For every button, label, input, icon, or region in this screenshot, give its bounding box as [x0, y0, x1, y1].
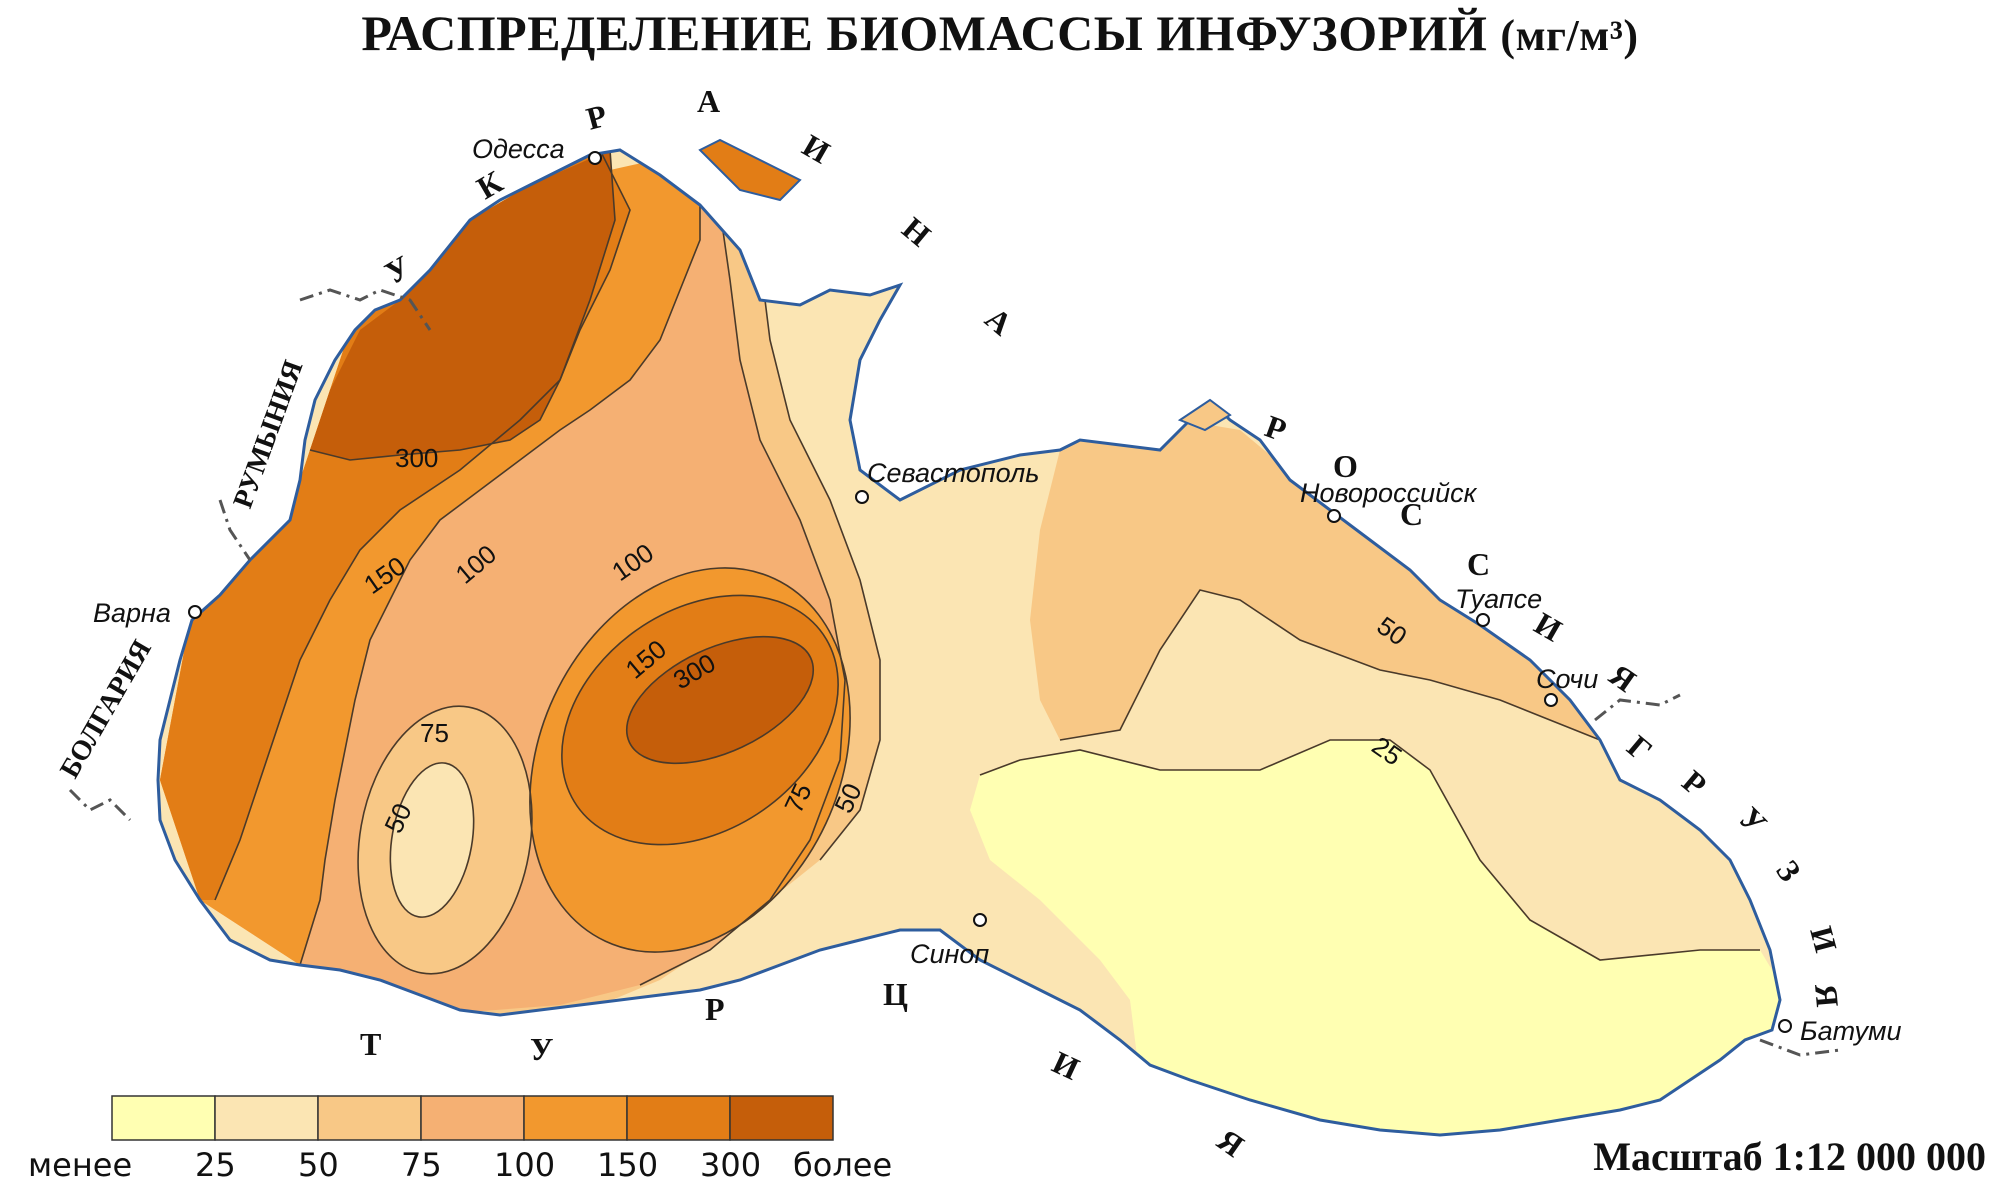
- legend-label: 150: [597, 1146, 659, 1184]
- zone-25-50-sw: [390, 762, 474, 918]
- kerch-area: [1177, 398, 1232, 432]
- city-batumi: Батуми: [1800, 1016, 1902, 1046]
- city-novorossiysk: Новороссийск: [1300, 478, 1478, 508]
- city-varna: Варна: [93, 598, 171, 628]
- marker-odessa: [588, 151, 602, 165]
- marker-novorossiysk: [1327, 509, 1341, 523]
- country-ukraine-letter-3: Р: [582, 97, 610, 137]
- legend-swatch: [626, 1095, 731, 1141]
- country-turkey-letter-5: И: [1047, 1044, 1085, 1087]
- contour-label-nw300: 300: [395, 443, 438, 473]
- country-georgia-letter-2: Р: [1676, 763, 1714, 803]
- country-bulgaria: БОЛГАРИЯ: [54, 635, 158, 784]
- city-sochi: Сочи: [1536, 664, 1598, 694]
- contour-label-w75: 75: [420, 718, 449, 748]
- zone-lt25-se: [970, 740, 1780, 1135]
- marker-sochi: [1544, 693, 1558, 707]
- country-georgia-letter-4: З: [1769, 853, 1808, 888]
- map-title-unit: (мг/м³): [1500, 11, 1639, 60]
- country-ukraine-letter-6: Н: [896, 210, 938, 254]
- marker-varna: [188, 605, 202, 619]
- zone-gt300-center: [626, 636, 814, 764]
- country-turkey-letter-1: Т: [360, 1026, 381, 1062]
- legend-label: 75: [401, 1146, 442, 1184]
- zone-gt300-nw: [310, 150, 615, 460]
- country-turkey-letter-4: Ц: [883, 976, 908, 1012]
- dnieper-estuary: [698, 138, 802, 202]
- country-georgia-letter-1: Г: [1621, 728, 1660, 769]
- city-odessa: Одесса: [472, 134, 565, 164]
- scale-label: Масштаб 1:12 000 000: [1593, 1134, 1986, 1179]
- map-title-main: РАСПРЕДЕЛЕНИЕ БИОМАССЫ ИНФУЗОРИЙ: [361, 5, 1488, 61]
- country-ukraine-letter-1: У: [379, 248, 417, 291]
- legend-swatch: [317, 1095, 422, 1141]
- country-turkey-letter-6: Я: [1211, 1121, 1251, 1164]
- legend-label: 50: [298, 1146, 339, 1184]
- legend-label: 25: [195, 1146, 236, 1184]
- legend-label: 100: [494, 1146, 556, 1184]
- legend-swatch: [214, 1095, 319, 1141]
- legend-label: 300: [700, 1146, 762, 1184]
- marker-batumi: [1778, 1019, 1792, 1033]
- marker-sevastopol: [855, 490, 869, 504]
- country-turkey-letter-3: Р: [705, 991, 725, 1027]
- city-sinop: Синоп: [910, 939, 989, 969]
- country-russia-letter-4: С: [1467, 546, 1490, 582]
- country-russia-letter-1: Р: [1261, 408, 1292, 449]
- country-russia-letter-6: Я: [1603, 656, 1643, 699]
- country-georgia-letter-6: Я: [1808, 982, 1846, 1008]
- country-ukraine-letter-5: И: [797, 127, 837, 171]
- map-title: РАСПРЕДЕЛЕНИЕ БИОМАССЫ ИНФУЗОРИЙ (мг/м³): [0, 4, 2000, 62]
- country-georgia-letter-5: И: [1803, 922, 1844, 955]
- legend-swatch: [523, 1095, 628, 1141]
- legend-swatch: [420, 1095, 525, 1141]
- country-ukraine-letter-7: А: [979, 300, 1020, 342]
- city-tuapse: Туапсе: [1455, 584, 1542, 614]
- city-markers: [188, 151, 1792, 1033]
- legend-swatch: [729, 1095, 834, 1141]
- country-russia-letter-3: С: [1400, 496, 1423, 532]
- legend-boxes: [111, 1095, 834, 1141]
- marker-tuapse: [1476, 613, 1490, 627]
- country-russia-letter-2: О: [1333, 448, 1358, 484]
- country-turkey-letter-2: У: [530, 1031, 553, 1067]
- marker-sinop: [973, 913, 987, 927]
- zone-50-75-east: [1030, 420, 1600, 740]
- legend-label: более: [793, 1146, 893, 1184]
- contour-lines: [214, 150, 1760, 986]
- legend-swatch: [111, 1095, 216, 1141]
- city-sevastopol: Севастополь: [867, 458, 1039, 488]
- country-georgia-letter-3: У: [1732, 799, 1774, 841]
- city-labels: Одесса Севастополь Новороссийск Туапсе С…: [93, 134, 1902, 1046]
- borders: [68, 288, 1841, 1057]
- legend-label: менее: [28, 1146, 133, 1184]
- country-ukraine-letter-4: А: [697, 83, 720, 119]
